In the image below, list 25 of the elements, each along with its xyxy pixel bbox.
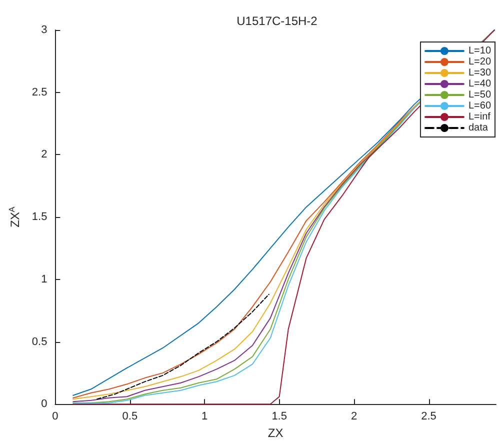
x-tick-label: 0.5 (122, 410, 138, 423)
legend-label: L=50 (468, 90, 492, 100)
legend-label: L=60 (468, 100, 492, 112)
y-tick-label: 1 (41, 273, 48, 286)
legend-label: L=20 (468, 56, 492, 68)
x-tick-label: 2 (350, 410, 358, 423)
x-tick-label: 2.5 (421, 410, 436, 423)
legend-label: L=10 (468, 46, 492, 56)
chart-title: U1517C-15H-2 (236, 14, 318, 28)
x-axis-title: ZX (268, 426, 284, 440)
x-tick-label: 1 (202, 410, 208, 423)
line-series (96, 294, 270, 400)
y-axis-title: ZXA (8, 206, 22, 228)
legend-label: L=30 (468, 68, 492, 78)
legend-label: L=40 (468, 78, 492, 90)
y-tick-label: 1.5 (32, 211, 48, 224)
y-tick-label: 3 (41, 24, 48, 36)
x-tick-label: 0 (52, 410, 58, 423)
x-tick-label: 1.5 (272, 410, 287, 423)
legend-label: L=inf (468, 112, 491, 122)
y-tick-label: 0 (41, 398, 48, 410)
y-tick-label: 0.5 (32, 336, 48, 348)
legend-label: data (468, 122, 488, 134)
y-tick-label: 2.5 (32, 86, 48, 98)
y-tick-label: 2 (41, 148, 48, 161)
